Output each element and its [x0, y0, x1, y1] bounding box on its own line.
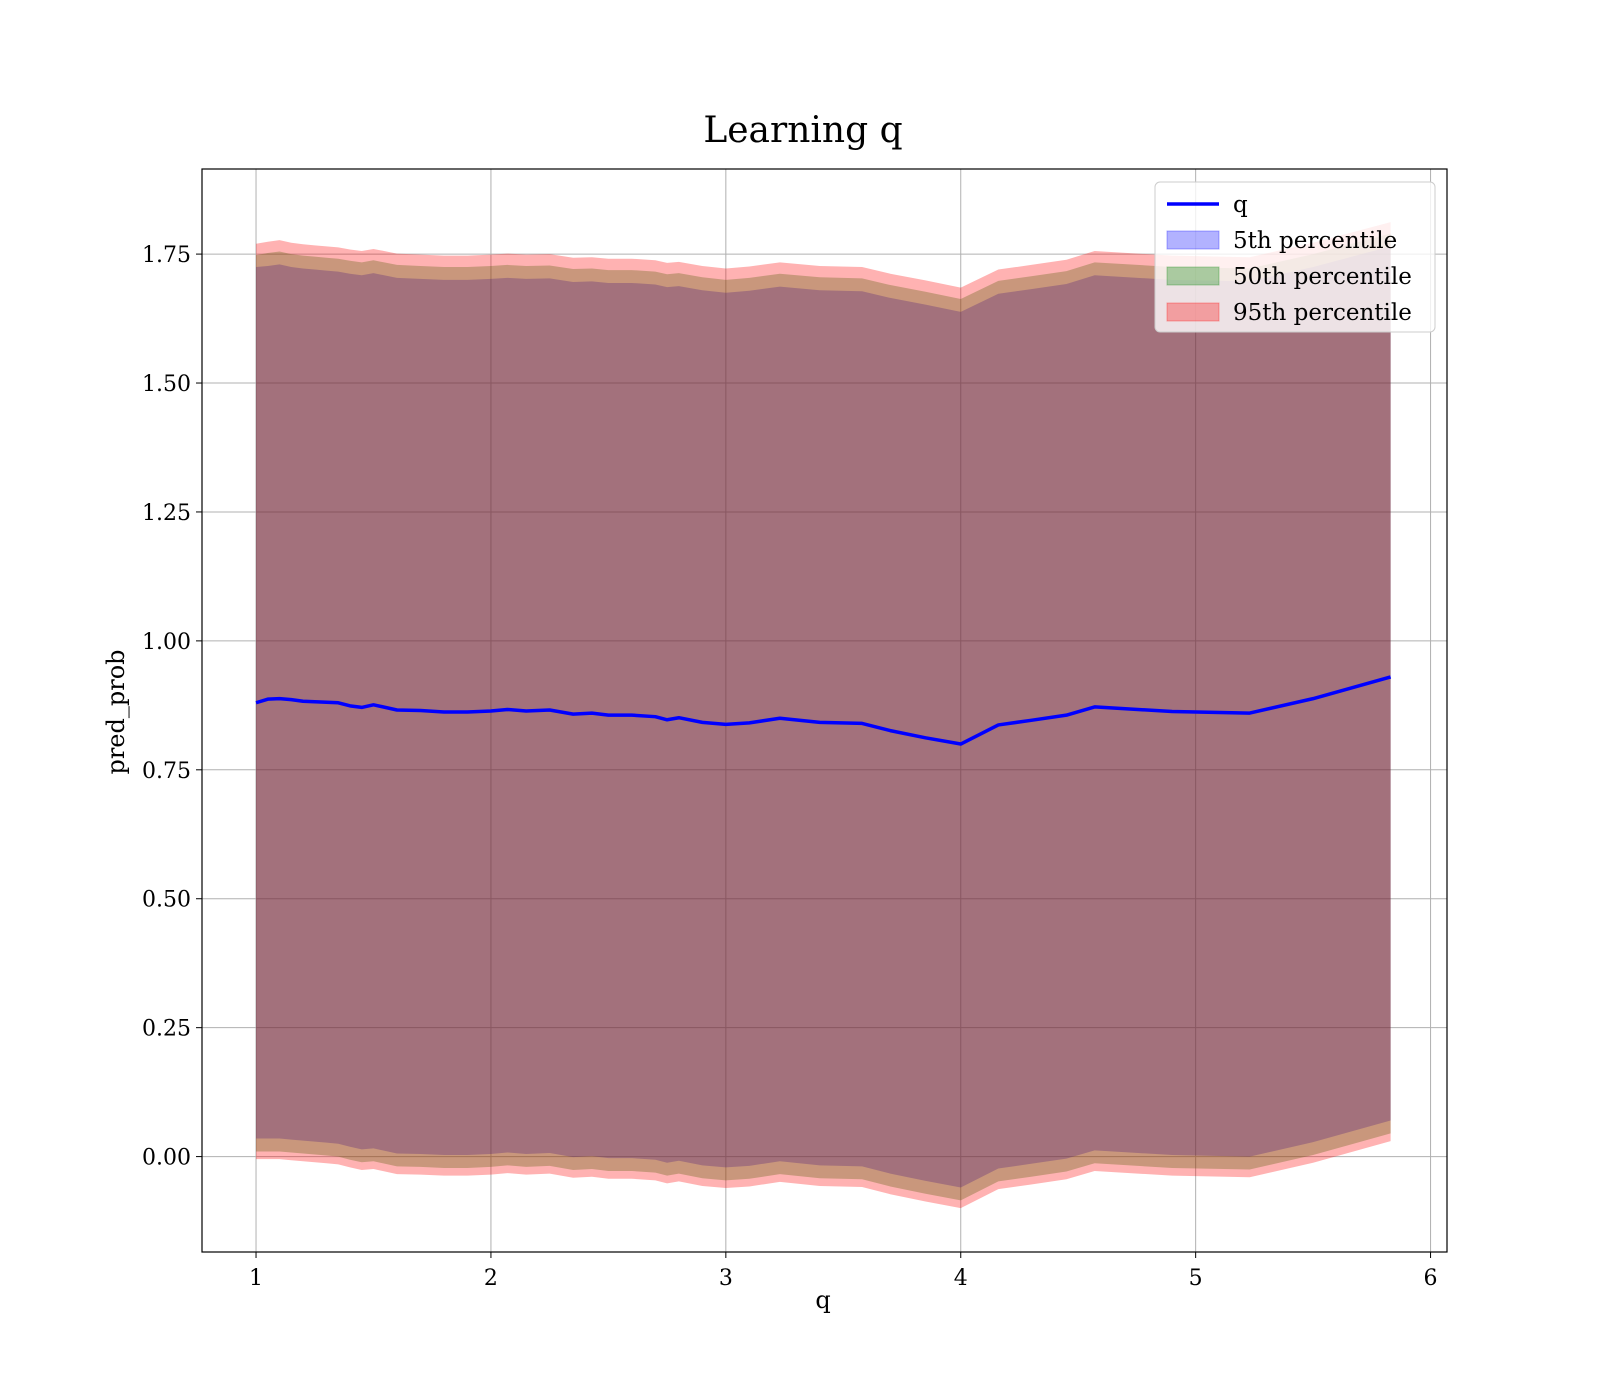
y-axis-label: pred_prob: [102, 649, 130, 774]
y-tick-label-0: 0.00: [142, 1146, 191, 1171]
legend-label-95th-percentile: 95th percentile: [1233, 300, 1412, 326]
band-50th-percentile: [256, 233, 1391, 1201]
band-5th-percentile: [256, 246, 1391, 1188]
y-tick-label-3: 0.75: [142, 759, 191, 784]
plot-area: 1 2 3 4 5 6 0.00 0.25 0.50 0.75 1.00 1.25 1.50 1.75: [142, 168, 1448, 1291]
legend-label-q: q: [1233, 192, 1248, 218]
legend-box: [1154, 181, 1436, 333]
chart-title: Learning q: [703, 110, 902, 151]
y-tick-label-7: 1.75: [142, 243, 191, 268]
x-tick-label-0: 1: [249, 1266, 263, 1291]
legend-swatch-95th-percentile: [1166, 302, 1220, 322]
line-series-q: [255, 675, 1392, 746]
y-tick-label-5: 1.25: [142, 501, 191, 526]
legend-swatch-50th-percentile: [1166, 266, 1220, 286]
y-tick-label-4: 1.00: [142, 630, 191, 655]
x-tick-label-4: 5: [1189, 1266, 1203, 1291]
plot-frame: [201, 168, 1448, 1253]
legend-swatch-5th-percentile: [1166, 230, 1220, 250]
y-tick-label-6: 1.50: [142, 372, 191, 397]
x-tick-label-5: 6: [1424, 1266, 1438, 1291]
x-tick-label-1: 2: [484, 1266, 498, 1291]
x-tick-label-2: 3: [719, 1266, 733, 1291]
y-tick-label-1: 0.25: [142, 1017, 191, 1042]
x-axis-label: q: [815, 1286, 830, 1314]
band-95th-percentile: [256, 222, 1391, 1209]
x-tick-label-3: 4: [954, 1266, 968, 1291]
y-tick-label-2: 0.50: [142, 888, 191, 913]
legend-label-5th-percentile: 5th percentile: [1233, 228, 1397, 254]
legend-label-50th-percentile: 50th percentile: [1233, 264, 1412, 290]
legend: q 5th percentile 50th percentile 95th perce…: [1154, 181, 1436, 333]
